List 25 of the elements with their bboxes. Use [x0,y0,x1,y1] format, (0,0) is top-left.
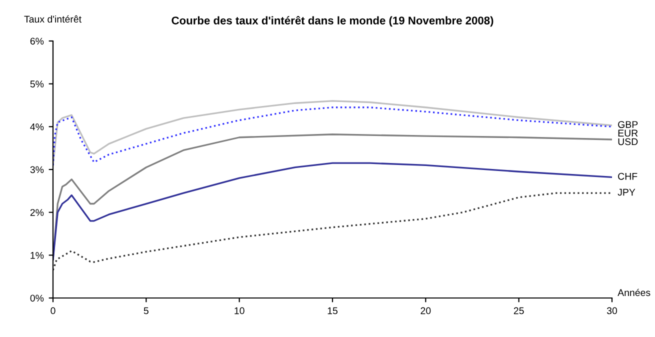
x-tick-label: 0 [50,307,56,314]
x-axis-title: Années [618,288,650,296]
x-tick-label: 30 [606,307,618,314]
line-series [53,192,612,271]
y-tick-label: 5% [30,80,44,88]
y-tick-label: 0% [30,294,44,302]
line-series [53,134,612,260]
chart-title: Courbe des taux d'intérêt dans le monde (19 Novembre 2008) [172,16,494,27]
y-tick-label: 3% [30,166,44,174]
x-tick-label: 25 [514,307,524,314]
series-label: EUR [618,130,638,137]
series-label: GBP [618,121,638,128]
x-tick-label: 5 [144,307,148,314]
x-tick-label: 10 [234,307,244,314]
x-tick-label: 20 [420,307,431,314]
y-tick-label: 1% [30,252,44,259]
y-tick-label: 2% [30,209,44,216]
series-label: CHF [618,172,638,180]
x-tick-label: 15 [328,307,338,314]
y-tick-label: 6% [30,38,44,45]
series-label: USD [618,138,638,146]
series-label: JPY [618,188,636,196]
line-series [53,162,612,260]
y-tick-label: 4% [30,123,44,130]
y-axis-title: Taux d'intérêt [24,15,82,23]
